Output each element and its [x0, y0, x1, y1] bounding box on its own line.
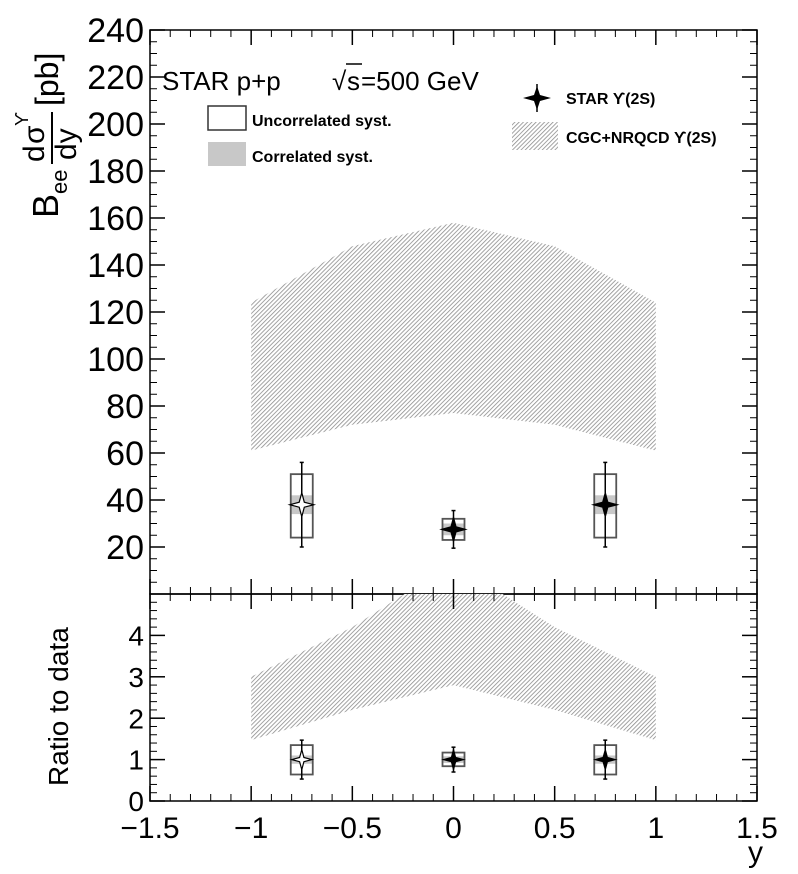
lower-ytick-label: 4 [128, 620, 144, 651]
lower-ytick-label: 3 [128, 662, 144, 693]
upper-ytick-label: 120 [87, 294, 144, 332]
lower-panel: 0 1 2 3 4 [128, 593, 758, 817]
annotation-energy: =500 GeV [361, 66, 479, 96]
legend-uncorrelated-swatch [207, 105, 247, 131]
lower-model-band-group [251, 594, 656, 741]
xtick-label: 1.5 [736, 812, 778, 845]
upper-ytick-label: 100 [87, 341, 144, 379]
upper-point-marker [439, 515, 468, 544]
x-ticks: −1.5 −1 −0.5 0 0.5 1 1.5 [120, 30, 778, 845]
upper-ytick-label: 220 [87, 59, 144, 97]
legend-star-label: STAR ϒ(2S) [566, 91, 655, 108]
lower-model-band [251, 594, 656, 741]
upper-ytick-label: 200 [87, 106, 144, 144]
lower-ytick-label: 0 [128, 786, 144, 817]
annotation-sqrt: √ [332, 66, 347, 96]
lower-data-points [289, 739, 618, 780]
upper-panel: 20 40 60 80 100 120 140 160 180 200 220 240 [87, 12, 758, 595]
upper-ytick-label: 240 [87, 12, 144, 50]
upper-y-ticks: 20 40 60 80 100 120 140 160 180 200 220 240 [87, 12, 757, 583]
upper-ytick-label: 40 [106, 482, 144, 520]
upper-model-band-group [251, 222, 656, 451]
y-title-ee: ee [47, 170, 72, 194]
lower-point-1 [441, 746, 466, 773]
legend-star-marker [523, 84, 551, 112]
legend-correlated-swatch [208, 142, 246, 166]
upper-point-0 [287, 461, 317, 548]
upper-ytick-label: 20 [106, 529, 144, 567]
lower-point-marker [592, 747, 618, 772]
xtick-label: −1.5 [120, 812, 179, 845]
energy-annotation: STAR p+p √ s =500 GeV [162, 63, 479, 96]
legend-uncorrelated-label: Uncorrelated syst. [252, 113, 392, 130]
lower-point-0 [289, 739, 315, 780]
upper-ytick-label: 80 [106, 388, 144, 426]
xtick-label: 0 [445, 812, 462, 845]
y-title-B: B [25, 194, 66, 218]
legend-model-label: CGC+NRQCD ϒ(2S) [566, 130, 717, 147]
annotation-system: STAR p+p [162, 66, 281, 96]
xtick-label: −0.5 [323, 812, 382, 845]
x-axis-title: y [748, 836, 763, 869]
lower-point-2 [592, 739, 618, 780]
lower-y-ticks: 0 1 2 3 4 [128, 601, 757, 817]
xtick-label: 1 [647, 812, 664, 845]
legend: Uncorrelated syst. Correlated syst. STAR… [207, 84, 717, 166]
upper-model-band [251, 222, 656, 451]
y-title-d: d [18, 145, 51, 162]
upper-ytick-label: 160 [87, 200, 144, 238]
upper-data-points [287, 461, 620, 549]
lower-ytick-label: 2 [128, 703, 144, 734]
y-title-upsilon: ϒ [12, 112, 32, 126]
legend-correlated-label: Correlated syst. [252, 149, 373, 166]
annotation-root: s [347, 66, 360, 96]
upper-point-2 [590, 461, 620, 548]
upper-ytick-label: 140 [87, 247, 144, 285]
upper-ytick-label: 180 [87, 153, 144, 191]
lower-y-axis-title: Ratio to data [43, 627, 74, 786]
upper-y-axis-title: B ee d σ ϒ dy [pb] [12, 53, 83, 218]
xtick-label: −1 [234, 812, 268, 845]
upper-point-1 [439, 509, 468, 549]
upper-point-marker [590, 490, 620, 520]
upper-ytick-label: 60 [106, 435, 144, 473]
lower-ytick-label: 1 [128, 745, 144, 776]
xtick-label: 0.5 [534, 812, 576, 845]
upper-point-marker [287, 490, 317, 520]
lower-point-marker [441, 747, 466, 772]
legend-model-swatch [512, 122, 558, 150]
lower-point-marker [289, 747, 315, 772]
y-title-dy: dy [50, 128, 83, 160]
y-title-unit: [pb] [29, 53, 65, 106]
y-title-sigma: σ [18, 125, 51, 144]
